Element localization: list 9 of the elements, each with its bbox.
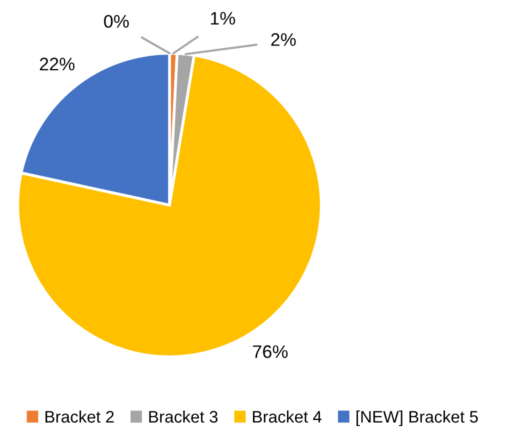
legend-label: Bracket 2 <box>46 410 114 423</box>
legend-label: Bracket 3 <box>149 410 218 423</box>
data-label: 2% <box>271 33 296 46</box>
legend-label: Bracket 4 <box>252 410 322 423</box>
legend-label: [NEW] Bracket 5 <box>356 410 478 426</box>
data-label: 22% <box>40 58 75 70</box>
data-label: 1% <box>210 12 236 25</box>
data-label: 76% <box>253 345 288 358</box>
text: 0% <box>104 14 129 28</box>
